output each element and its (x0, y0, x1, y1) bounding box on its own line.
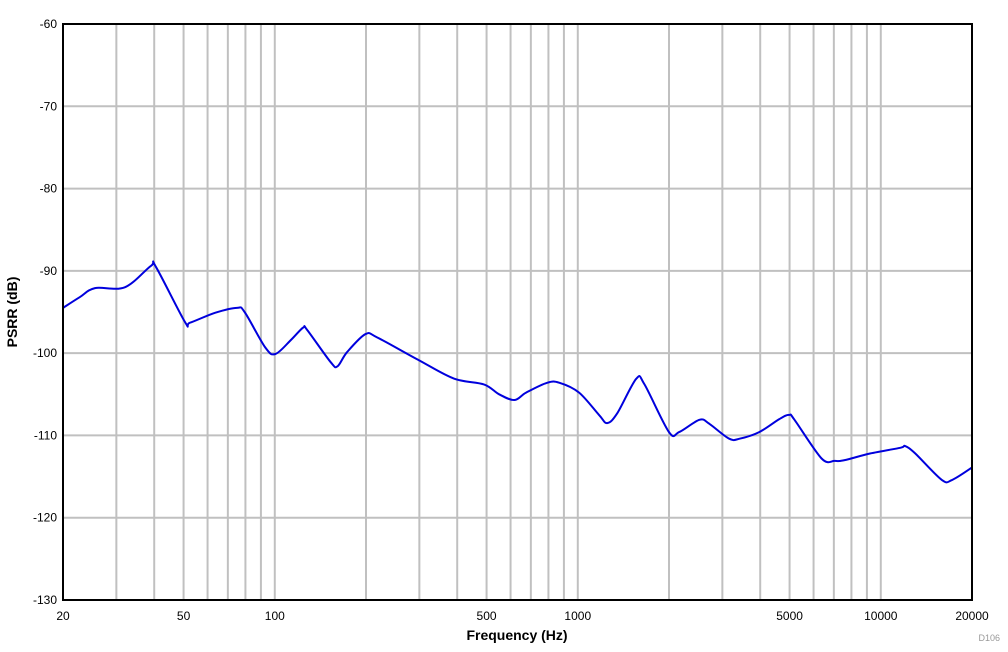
plot-frame (62, 23, 973, 601)
x-axis-ticks: 20 50 100 500 1000 5000 10000 20000 (56, 609, 989, 623)
y-tick-label: -80 (40, 182, 58, 196)
y-tick-label: -120 (33, 511, 57, 525)
x-tick-label: 1000 (564, 609, 591, 623)
y-axis-label: PSRR (dB) (4, 277, 20, 348)
x-tick-label: 10000 (864, 609, 898, 623)
y-axis-ticks: -60 -70 -80 -90 -100 -110 -120 -130 (33, 17, 57, 607)
x-tick-label: 20000 (955, 609, 989, 623)
psrr-line (62, 260, 973, 484)
x-axis-label: Frequency (Hz) (466, 627, 567, 643)
y-tick-label: -70 (40, 99, 58, 113)
x-tick-label: 100 (265, 609, 285, 623)
psrr-curve (62, 260, 973, 484)
x-tick-label: 500 (477, 609, 497, 623)
x-tick-label: 20 (56, 609, 70, 623)
x-tick-label: 5000 (776, 609, 803, 623)
figure-id-annotation: D106 (978, 633, 1000, 643)
y-tick-label: -110 (34, 428, 57, 442)
grid-lines (63, 24, 972, 600)
y-tick-label: -100 (33, 346, 57, 360)
y-tick-label: -60 (40, 17, 58, 31)
y-tick-label: -130 (33, 593, 57, 607)
y-tick-label: -90 (40, 264, 58, 278)
x-tick-label: 50 (177, 609, 191, 623)
